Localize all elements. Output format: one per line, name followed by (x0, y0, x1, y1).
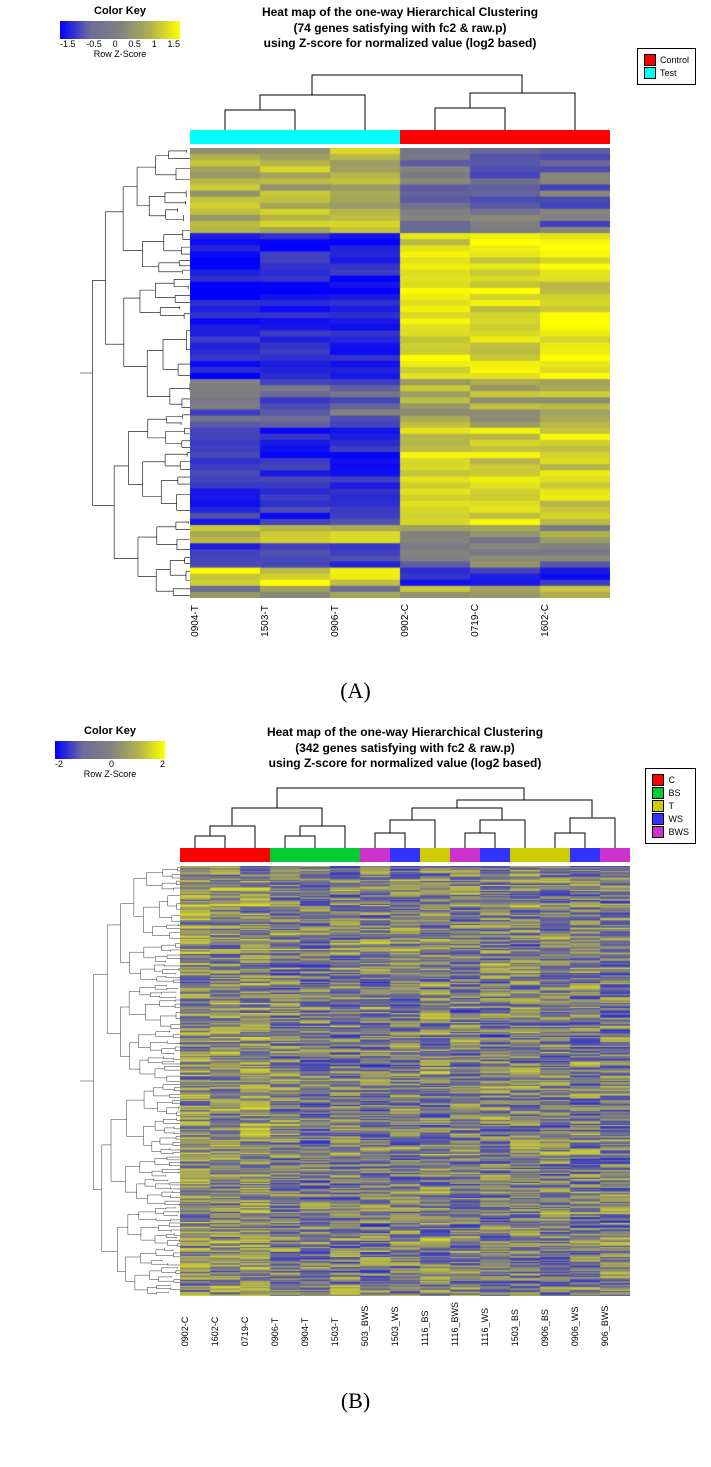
legend-item: Test (644, 67, 689, 79)
group-segment (180, 848, 270, 862)
col-label: 1602-C (540, 604, 610, 637)
legend-item: T (652, 800, 689, 812)
color-key-a: Color Key -1.5 -0.5 0 0.5 1 1.5 Row Z-Sc… (60, 5, 180, 59)
group-segment (420, 848, 450, 862)
col-label: 1503-T (260, 604, 330, 637)
legend-item: Control (644, 54, 689, 66)
legend-label: Test (660, 68, 677, 78)
col-label: 0904-T (300, 1302, 330, 1346)
title-line: using Z-score for normalized value (log2… (200, 36, 600, 52)
group-segment (190, 130, 400, 144)
panel-b: Color Key -2 0 2 Row Z-Score Heat map of… (0, 720, 711, 1460)
panel-b-title: Heat map of the one-way Hierarchical Clu… (195, 725, 615, 772)
tick: 2 (160, 759, 165, 769)
legend-label: C (668, 775, 675, 785)
group-segment (480, 848, 510, 862)
legend-label: WS (668, 814, 683, 824)
col-label: 1116_BWS (450, 1302, 480, 1346)
legend-label: BWS (668, 827, 689, 837)
panel-label-a: (A) (0, 678, 711, 704)
tick: -1.5 (60, 39, 76, 49)
col-label: 503_BWS (360, 1302, 390, 1346)
legend-item: BWS (652, 826, 689, 838)
legend-label: BS (668, 788, 680, 798)
tick: 0 (109, 759, 114, 769)
color-key-sub: Row Z-Score (60, 49, 180, 59)
color-key-scale: -1.5 -0.5 0 0.5 1 1.5 (60, 39, 180, 49)
col-label: 0906_WS (570, 1302, 600, 1346)
col-label: 0906-T (330, 604, 400, 637)
tick: 1 (152, 39, 157, 49)
col-label: 1602-C (210, 1302, 240, 1346)
group-segment (400, 130, 610, 144)
legend-swatch (652, 826, 664, 838)
title-line: (74 genes satisfying with fc2 & raw.p) (200, 21, 600, 37)
row-dendrogram-b (80, 866, 180, 1296)
heatmap-b (180, 866, 630, 1296)
legend-swatch (652, 813, 664, 825)
group-segment (450, 848, 480, 862)
col-labels-a: 0904-T 1503-T 0906-T 0902-C 0719-C 1602-… (190, 604, 610, 637)
col-label: 1503_BS (510, 1302, 540, 1346)
col-label: 1116_BS (420, 1302, 450, 1346)
col-label: 1116_WS (480, 1302, 510, 1346)
group-bar-b (180, 848, 630, 862)
heatmap-a (190, 148, 610, 598)
group-segment (360, 848, 390, 862)
col-label: 0906-T (270, 1302, 300, 1346)
color-key-title: Color Key (55, 725, 165, 737)
group-segment (570, 848, 600, 862)
col-label: 0902-C (180, 1302, 210, 1346)
color-key-gradient (60, 21, 180, 39)
title-line: Heat map of the one-way Hierarchical Clu… (200, 5, 600, 21)
legend-swatch (644, 67, 656, 79)
group-segment (270, 848, 360, 862)
group-segment (540, 848, 570, 862)
col-label: 0719-C (470, 604, 540, 637)
legend-a: Control Test (637, 48, 696, 85)
color-key-scale: -2 0 2 (55, 759, 165, 769)
group-segment (510, 848, 540, 862)
tick: -0.5 (86, 39, 102, 49)
color-key-title: Color Key (60, 5, 180, 17)
legend-label: T (668, 801, 674, 811)
col-label: 1503-T (330, 1302, 360, 1346)
row-dendrogram-a (80, 148, 190, 598)
panel-label-b: (B) (0, 1388, 711, 1414)
group-segment (600, 848, 630, 862)
col-label: 906_BWS (600, 1302, 630, 1346)
group-bar-a (190, 130, 610, 144)
color-key-b: Color Key -2 0 2 Row Z-Score (55, 725, 165, 779)
col-dendrogram-a (190, 60, 610, 130)
legend-swatch (652, 787, 664, 799)
col-dendrogram-b (180, 778, 630, 848)
color-key-sub: Row Z-Score (55, 769, 165, 779)
col-label: 0902-C (400, 604, 470, 637)
legend-item: BS (652, 787, 689, 799)
legend-label: Control (660, 55, 689, 65)
color-key-gradient (55, 741, 165, 759)
title-line: (342 genes satisfying with fc2 & raw.p) (195, 741, 615, 757)
col-labels-b: 0902-C1602-C0719-C0906-T0904-T1503-T503_… (180, 1302, 630, 1346)
legend-item: WS (652, 813, 689, 825)
legend-swatch (644, 54, 656, 66)
col-label: 1503_WS (390, 1302, 420, 1346)
legend-item: C (652, 774, 689, 786)
legend-b: C BS T WS BWS (645, 768, 696, 844)
legend-swatch (652, 774, 664, 786)
col-label: 0719-C (240, 1302, 270, 1346)
col-label: 0906_BS (540, 1302, 570, 1346)
tick: -2 (55, 759, 63, 769)
title-line: Heat map of the one-way Hierarchical Clu… (195, 725, 615, 741)
panel-a: Color Key -1.5 -0.5 0 0.5 1 1.5 Row Z-Sc… (0, 0, 711, 720)
panel-a-title: Heat map of the one-way Hierarchical Clu… (200, 5, 600, 52)
tick: 0 (113, 39, 118, 49)
title-line: using Z-score for normalized value (log2… (195, 756, 615, 772)
col-label: 0904-T (190, 604, 260, 637)
legend-swatch (652, 800, 664, 812)
group-segment (390, 848, 420, 862)
tick: 1.5 (167, 39, 180, 49)
tick: 0.5 (128, 39, 141, 49)
